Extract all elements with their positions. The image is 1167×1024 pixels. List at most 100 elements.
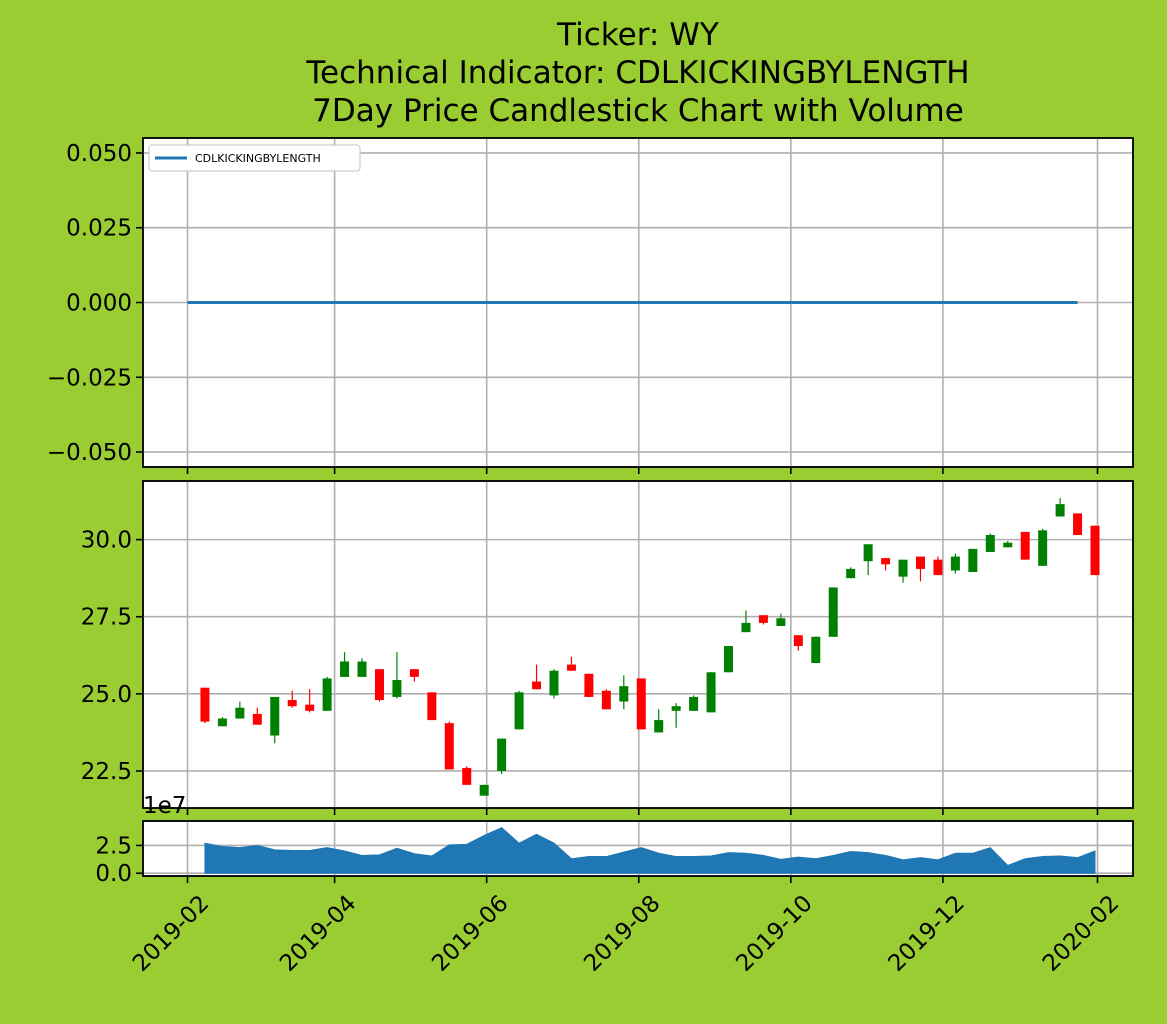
candle-body <box>985 534 995 552</box>
candle-body <box>322 678 332 711</box>
candle <box>566 656 576 671</box>
candle-body <box>305 704 315 711</box>
candle-body <box>1055 504 1065 517</box>
candle-body <box>549 670 559 696</box>
candle <box>1073 513 1083 535</box>
indicator-panel: 0.050 0.025 0.000 −0.025 −0.050 CDLKICKINGBYL… <box>47 137 1134 474</box>
candle <box>724 646 734 673</box>
candle <box>706 672 716 713</box>
candle-body <box>252 713 262 725</box>
candle <box>584 673 594 697</box>
candle <box>427 692 437 721</box>
candle <box>514 690 524 730</box>
candle-body <box>828 587 838 637</box>
indicator-y-tick-label: −0.025 <box>47 365 132 391</box>
candle-body <box>584 673 594 697</box>
title-line-1: Ticker: WY <box>556 17 719 53</box>
candle-body <box>200 687 210 722</box>
candle <box>270 696 280 744</box>
candle-body <box>741 622 751 633</box>
indicator-y-tick-label: 0.000 <box>66 291 132 317</box>
candle <box>898 559 908 583</box>
candle <box>811 636 821 664</box>
candle-body <box>497 738 507 771</box>
candle-body <box>1038 530 1048 566</box>
legend-label: CDLKICKINGBYLENGTH <box>195 152 321 165</box>
candle <box>671 703 681 728</box>
candle <box>549 669 559 699</box>
candle <box>654 709 664 733</box>
candle-body <box>968 548 978 573</box>
price-panel: 30.0 27.5 25.0 22.5 <box>81 480 1134 815</box>
candle <box>985 533 995 552</box>
candle-body <box>235 707 245 719</box>
candle-body <box>462 767 472 785</box>
legend-box <box>148 144 361 172</box>
candle <box>863 544 873 576</box>
candle <box>758 615 768 625</box>
candle-body <box>811 636 821 664</box>
candle <box>497 738 507 775</box>
candle-body <box>933 559 943 576</box>
candle <box>252 707 262 725</box>
candle-body <box>374 669 384 701</box>
candle <box>374 669 384 702</box>
candle <box>305 689 315 713</box>
candle <box>357 658 367 677</box>
candle-body <box>532 681 542 690</box>
candle <box>968 548 978 573</box>
candle-body <box>619 686 629 702</box>
candle-body <box>863 544 873 562</box>
candle <box>1090 525 1100 576</box>
candle <box>828 587 838 637</box>
candle-body <box>270 696 280 736</box>
candle-body <box>689 696 699 711</box>
candle-body <box>217 718 227 727</box>
candle-body <box>409 669 419 677</box>
candle-body <box>915 556 925 569</box>
candle <box>933 556 943 576</box>
volume-area <box>204 827 1096 874</box>
candle <box>689 695 699 711</box>
candle-body <box>706 672 716 713</box>
candle <box>200 687 210 724</box>
candle-body <box>357 661 367 677</box>
candle <box>217 716 227 727</box>
candle <box>532 664 542 690</box>
candle <box>392 652 402 699</box>
candle-body <box>444 723 454 770</box>
candle-body <box>1003 542 1013 548</box>
candle-body <box>1090 525 1100 576</box>
candle-body <box>636 678 646 730</box>
candle-body <box>479 784 489 796</box>
volume-y-tick-label: 2.5 <box>95 833 132 859</box>
candle-body <box>793 635 803 647</box>
candle <box>340 652 350 677</box>
candle <box>601 689 611 710</box>
candle <box>462 766 472 785</box>
candle <box>915 556 925 582</box>
price-y-tick-label: 30.0 <box>81 528 132 554</box>
price-y-tick-label: 25.0 <box>81 682 132 708</box>
candle <box>409 669 419 682</box>
title-line-2: Technical Indicator: CDLKICKINGBYLENGTH <box>305 55 969 91</box>
candle-body <box>1073 513 1083 535</box>
price-y-tick-label: 27.5 <box>81 605 132 631</box>
candle-body <box>898 559 908 577</box>
candle <box>950 553 960 574</box>
candle <box>287 690 297 708</box>
volume-frame-border <box>142 820 1134 877</box>
candle-body <box>724 646 734 673</box>
candle <box>846 567 856 579</box>
candle <box>479 784 489 796</box>
candle-body <box>427 692 437 721</box>
candle <box>619 675 629 710</box>
indicator-legend: CDLKICKINGBYLENGTH <box>148 144 361 172</box>
candle-body <box>340 661 350 677</box>
candle-body <box>392 679 402 697</box>
indicator-y-tick-label: 0.025 <box>66 216 132 242</box>
candle-body <box>758 615 768 623</box>
candle-body <box>776 618 786 626</box>
